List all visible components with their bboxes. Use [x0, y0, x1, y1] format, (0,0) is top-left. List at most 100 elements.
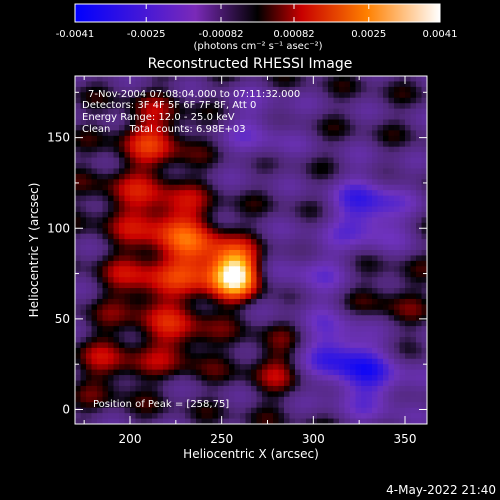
heatmap-cell — [322, 288, 329, 294]
heatmap-cell — [163, 157, 169, 164]
heatmap-cell — [251, 201, 257, 207]
heatmap-cell — [388, 86, 395, 93]
heatmap-cell — [108, 179, 114, 186]
heatmap-cell — [108, 369, 114, 376]
heatmap-cell — [410, 92, 417, 99]
heatmap-cell — [317, 304, 323, 311]
heatmap-cell — [130, 233, 136, 240]
heatmap-cell — [394, 282, 400, 289]
heatmap-cell — [366, 320, 373, 327]
heatmap-cell — [179, 320, 186, 327]
heatmap-cell — [355, 146, 362, 153]
heatmap-cell — [207, 391, 213, 398]
heatmap-cell — [394, 201, 400, 207]
heatmap-cell — [146, 385, 153, 392]
heatmap-cell — [119, 380, 125, 387]
heatmap-cell — [80, 358, 87, 365]
heatmap-cell — [80, 119, 87, 126]
heatmap-cell — [262, 195, 268, 202]
heatmap-cell — [152, 130, 158, 137]
heatmap-cell — [152, 114, 158, 120]
heatmap-cell — [190, 103, 197, 110]
heatmap-cell — [102, 358, 109, 365]
heatmap-cell — [273, 396, 279, 403]
heatmap-cell — [416, 277, 422, 284]
heatmap-cell — [273, 282, 279, 289]
heatmap-cell — [245, 342, 252, 349]
heatmap-cell — [405, 315, 411, 322]
heatmap-cell — [97, 76, 103, 82]
heatmap-cell — [355, 195, 362, 202]
heatmap-cell — [174, 358, 180, 365]
heatmap-cell — [207, 179, 213, 186]
heatmap-cell — [196, 255, 202, 262]
heatmap-cell — [278, 277, 285, 284]
heatmap-cell — [119, 206, 125, 213]
heatmap-cell — [284, 168, 290, 175]
heatmap-cell — [97, 228, 103, 235]
heatmap-cell — [317, 391, 323, 398]
heatmap-cell — [157, 228, 164, 235]
heatmap-cell — [295, 228, 301, 235]
heatmap-cell — [240, 364, 246, 371]
heatmap-cell — [284, 233, 290, 240]
heatmap-cell — [267, 103, 274, 110]
heatmap-cell — [311, 81, 318, 88]
heatmap-cell — [377, 103, 384, 110]
heatmap-cell — [399, 211, 406, 218]
heatmap-cell — [113, 402, 120, 409]
heatmap-cell — [388, 315, 395, 322]
heatmap-cell — [295, 391, 301, 398]
heatmap-cell — [212, 92, 219, 99]
heatmap-cell — [179, 233, 186, 240]
heatmap-cell — [317, 380, 323, 387]
heatmap-cell — [168, 380, 175, 387]
heatmap-cell — [399, 173, 406, 180]
heatmap-cell — [295, 402, 301, 409]
heatmap-cell — [157, 342, 164, 349]
heatmap-cell — [141, 157, 147, 164]
heatmap-cell — [278, 86, 285, 93]
heatmap-cell — [377, 76, 384, 82]
heatmap-cell — [86, 369, 92, 376]
heatmap-cell — [91, 244, 98, 251]
heatmap-cell — [185, 130, 191, 137]
heatmap-cell — [394, 97, 400, 104]
heatmap-cell — [388, 195, 395, 202]
heatmap-cell — [119, 217, 125, 224]
heatmap-cell — [377, 342, 384, 349]
heatmap-cell — [311, 119, 318, 126]
heatmap-cell — [119, 358, 125, 365]
heatmap-cell — [168, 173, 175, 180]
heatmap-cell — [108, 326, 114, 332]
heatmap-cell — [157, 320, 164, 327]
heatmap-cell — [262, 190, 268, 197]
heatmap-cell — [416, 309, 422, 316]
heatmap-cell — [328, 211, 334, 218]
heatmap-cell — [196, 347, 202, 354]
heatmap-cell — [196, 266, 202, 273]
heatmap-cell — [163, 124, 169, 131]
heatmap-cell — [141, 402, 147, 409]
heatmap-cell — [344, 385, 351, 392]
heatmap-cell — [163, 326, 169, 332]
heatmap-cell — [240, 337, 246, 343]
heatmap-cell — [366, 173, 373, 180]
heatmap-cell — [251, 217, 257, 224]
heatmap-cell — [366, 130, 373, 137]
heatmap-cell — [328, 331, 334, 338]
heatmap-cell — [124, 293, 131, 300]
heatmap-cell — [97, 288, 103, 294]
heatmap-cell — [102, 402, 109, 409]
heatmap-cell — [416, 331, 422, 338]
heatmap-cell — [113, 309, 120, 316]
heatmap-cell — [141, 288, 147, 294]
heatmap-cell — [245, 337, 252, 343]
heatmap-cell — [284, 135, 290, 142]
heatmap-cell — [163, 353, 169, 360]
heatmap-cell — [119, 108, 125, 115]
heatmap-cell — [394, 413, 400, 419]
heatmap-cell — [388, 217, 395, 224]
heatmap-cell — [317, 277, 323, 284]
heatmap-cell — [416, 92, 422, 99]
